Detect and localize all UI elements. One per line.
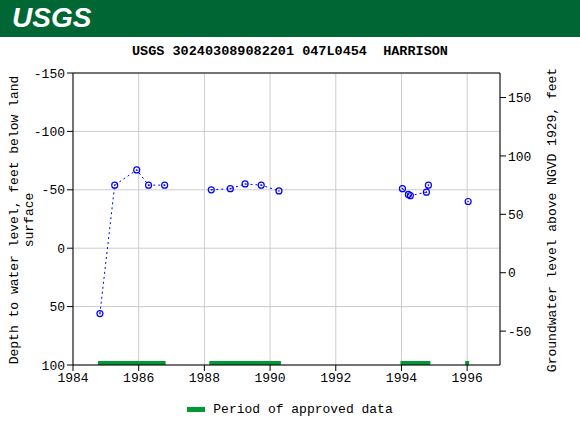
svg-text:1992: 1992: [320, 371, 351, 386]
svg-text:-50: -50: [508, 325, 531, 340]
svg-text:1988: 1988: [189, 371, 220, 386]
svg-text:150: 150: [508, 91, 531, 106]
svg-text:50: 50: [49, 300, 65, 315]
html-text:Period of approved data: Period of approved data: [213, 402, 393, 417]
html-text:USGS: USGS: [12, 2, 92, 33]
html-text:Groundwater level above NGVD 1: Groundwater level above NGVD 1929, feet: [545, 67, 560, 373]
svg-text:1986: 1986: [123, 371, 154, 386]
svg-text:1984: 1984: [57, 371, 89, 387]
svg-text:1994: 1994: [386, 371, 417, 386]
svg-text:100: 100: [42, 359, 65, 374]
svg-text:0: 0: [508, 266, 516, 281]
svg-text:100: 100: [508, 150, 531, 165]
svg-text:1996: 1996: [452, 371, 483, 386]
svg-text:-100: -100: [34, 125, 65, 140]
svg-text:-150: -150: [34, 67, 65, 82]
svg-text:50: 50: [508, 208, 524, 223]
html-text:Depth to water level, feet bel: Depth to water level, feet below land su…: [7, 75, 37, 365]
html-text:USGS 302403089082201 047L0454: USGS 302403089082201 047L0454 HARRISON: [132, 44, 448, 59]
svg-text:1990: 1990: [254, 371, 285, 386]
svg-text:0: 0: [57, 242, 65, 257]
svg-text:-50: -50: [42, 183, 65, 198]
